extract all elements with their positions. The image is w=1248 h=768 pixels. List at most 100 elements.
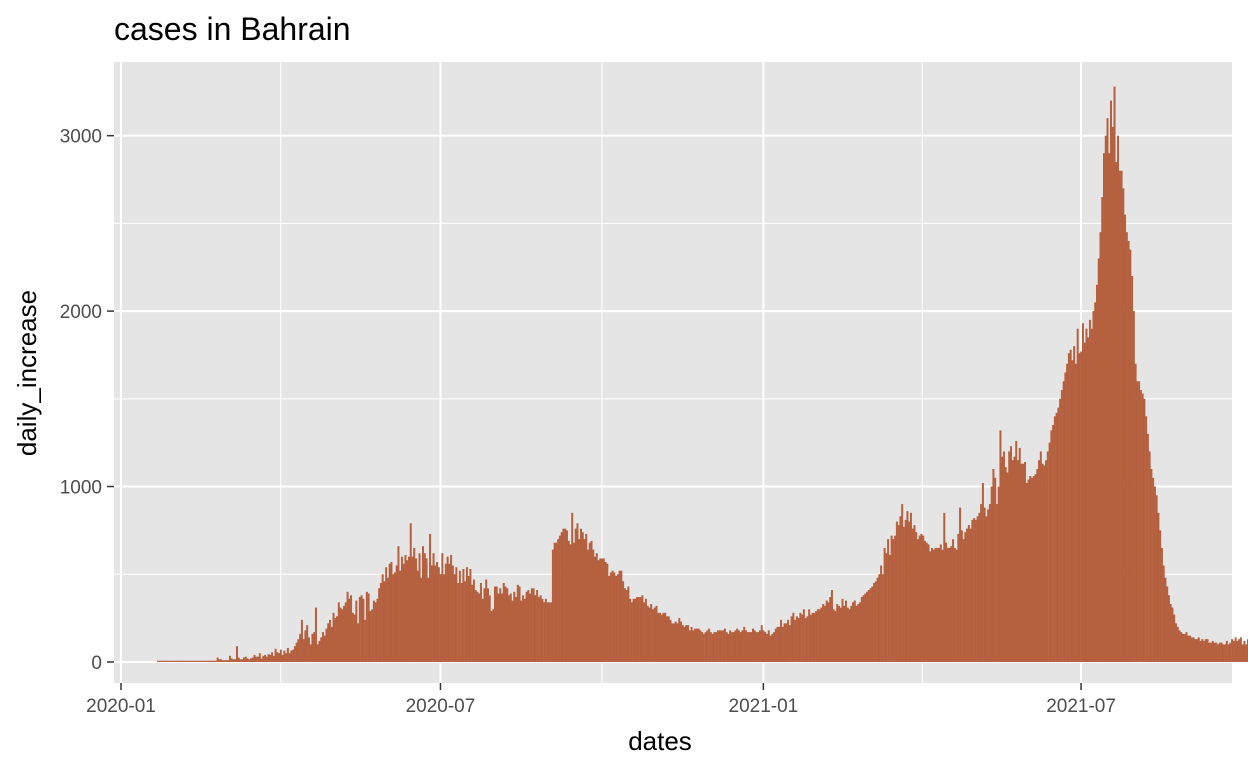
- bar: [551, 549, 554, 662]
- bar: [997, 486, 1000, 662]
- bar: [1060, 390, 1063, 662]
- bar: [481, 598, 484, 662]
- bar: [1217, 644, 1220, 662]
- bar: [185, 660, 188, 662]
- bar: [241, 659, 244, 662]
- bar: [941, 549, 944, 662]
- bar: [186, 660, 189, 662]
- bar: [395, 565, 398, 662]
- bar: [706, 630, 709, 662]
- bar: [727, 633, 730, 662]
- bar: [804, 618, 807, 662]
- bar: [688, 630, 691, 662]
- bar: [837, 605, 840, 662]
- bar: [183, 660, 186, 662]
- bar: [1106, 118, 1109, 662]
- bar: [990, 486, 993, 662]
- bar: [980, 504, 983, 662]
- bar: [300, 619, 303, 662]
- bar: [678, 618, 681, 662]
- bar: [967, 525, 970, 662]
- bar: [625, 590, 628, 662]
- bar: [307, 637, 310, 662]
- bar: [771, 633, 774, 662]
- bar: [1017, 460, 1020, 662]
- bar: [839, 607, 842, 662]
- bar: [790, 616, 793, 662]
- bar: [815, 611, 818, 662]
- bar: [1146, 433, 1149, 662]
- bar: [388, 563, 391, 662]
- bar: [309, 644, 312, 662]
- bar: [288, 653, 291, 662]
- bar: [437, 567, 440, 662]
- bar: [1074, 363, 1077, 662]
- bar: [265, 656, 268, 662]
- bar: [676, 623, 679, 662]
- bar: [581, 532, 584, 662]
- bar: [1160, 547, 1163, 662]
- bar: [769, 635, 772, 662]
- bar: [994, 477, 997, 662]
- bar: [1224, 644, 1227, 662]
- bar: [578, 539, 581, 662]
- bar: [964, 532, 967, 662]
- bar: [983, 507, 986, 662]
- bar: [592, 549, 595, 662]
- bar: [695, 628, 698, 662]
- bar: [841, 598, 844, 662]
- bar: [927, 544, 930, 662]
- bar: [608, 575, 611, 662]
- bar: [483, 588, 486, 662]
- bar: [820, 607, 823, 662]
- bar: [1055, 412, 1058, 662]
- y-tick-label: 0: [91, 653, 102, 674]
- bar: [655, 605, 658, 662]
- bar: [785, 623, 788, 662]
- bar: [916, 539, 919, 662]
- bar: [246, 658, 249, 662]
- bar: [358, 597, 361, 662]
- bar: [687, 625, 690, 662]
- bar: [774, 628, 777, 662]
- bar: [1025, 483, 1028, 662]
- bar: [644, 598, 647, 662]
- bar: [630, 602, 633, 662]
- bar: [413, 547, 416, 662]
- chart-title: cases in Bahrain: [114, 11, 351, 47]
- bar: [443, 574, 446, 662]
- bar: [808, 609, 811, 662]
- bar: [404, 554, 407, 662]
- bar: [330, 626, 333, 662]
- bar: [660, 614, 663, 662]
- bar: [1164, 577, 1167, 662]
- bar: [957, 533, 960, 662]
- bar: [1162, 565, 1165, 662]
- bar: [899, 516, 902, 662]
- bar: [1238, 639, 1241, 662]
- bar: [973, 518, 976, 662]
- bar: [892, 539, 895, 662]
- bar: [853, 600, 856, 662]
- bar: [372, 600, 375, 662]
- bar: [762, 630, 765, 662]
- bar: [1206, 639, 1209, 662]
- y-axis-label: daily_increase: [12, 290, 42, 456]
- bar: [704, 632, 707, 662]
- bar: [836, 604, 839, 662]
- bar: [711, 633, 714, 662]
- bar: [534, 595, 537, 662]
- bar: [546, 602, 549, 662]
- bar: [429, 533, 432, 662]
- bar: [952, 539, 955, 662]
- bar: [1009, 446, 1012, 662]
- bar: [323, 635, 326, 662]
- bars: [157, 86, 1248, 662]
- bar: [871, 586, 874, 662]
- bar: [495, 586, 498, 662]
- bar: [901, 504, 904, 662]
- bar: [188, 660, 191, 662]
- bar: [1174, 623, 1177, 662]
- bar: [1046, 451, 1049, 662]
- bar: [632, 598, 635, 662]
